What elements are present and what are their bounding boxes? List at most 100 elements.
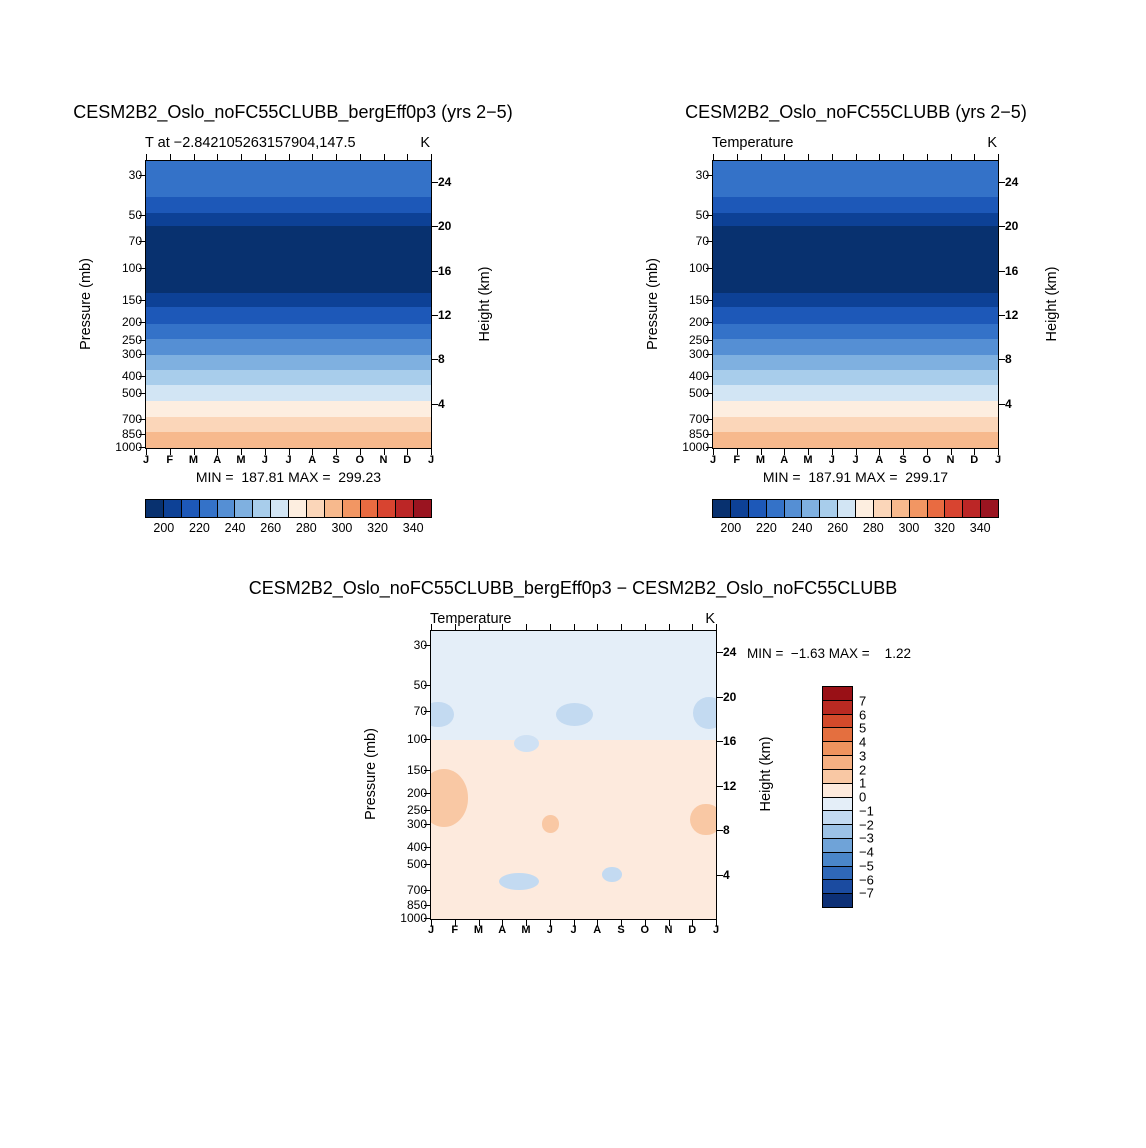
height-axis: 24 20 16 12 8 4 — [723, 630, 763, 920]
panel-title: CESM2B2_Oslo_noFC55CLUBB_bergEff0p3 − CE… — [248, 578, 898, 598]
height-tick-label: 8 — [438, 352, 445, 367]
height-axis-label: Height (km) — [1044, 266, 1060, 342]
colorbar-segment — [359, 500, 378, 517]
pressure-tick-label: 150 — [121, 292, 142, 307]
panel-case1: CESM2B2_Oslo_noFC55CLUBB_bergEff0p3 (yrs… — [0, 100, 586, 560]
colorbar-segment — [288, 500, 306, 517]
height-axis: 24 20 16 12 8 4 — [1005, 160, 1045, 449]
pressure-tick-label: 850 — [406, 898, 427, 913]
colorbar-tick-label: −5 — [859, 858, 874, 874]
pressure-tick-label: 70 — [695, 233, 709, 248]
colorbar-tick-label: 280 — [862, 521, 884, 535]
month-label: O — [922, 454, 932, 466]
colorbar-segment — [823, 741, 852, 756]
contour-band — [146, 292, 431, 308]
colorbar-segment — [234, 500, 253, 517]
colorbar-tick-label: −4 — [859, 844, 874, 860]
height-tick-label: 24 — [1005, 175, 1019, 190]
colorbar-segment — [823, 810, 852, 825]
colorbar-segment — [908, 500, 927, 517]
colorbar-tick-label: 320 — [934, 521, 955, 535]
month-label: J — [261, 454, 268, 466]
contour-band — [713, 338, 998, 356]
contour-band — [713, 355, 998, 370]
colorbar-tick-label: −3 — [859, 830, 874, 846]
units-label: K — [705, 611, 715, 627]
month-label: M — [521, 924, 531, 936]
month-label: J — [142, 454, 150, 466]
colorbar-segment — [837, 500, 855, 517]
colorbar — [145, 499, 432, 518]
month-label: A — [308, 454, 317, 466]
colorbar-tick-label: 0 — [859, 789, 867, 805]
month-label: J — [427, 454, 435, 466]
colorbar-tick-label: 340 — [402, 521, 424, 535]
colorbar-segment — [944, 500, 963, 517]
height-tick-label: 20 — [438, 219, 452, 234]
colorbar-tick-label: 5 — [859, 720, 867, 736]
pressure-tick-label: 200 — [688, 315, 709, 330]
colorbar-segment — [855, 500, 873, 517]
colorbar-segment — [341, 500, 360, 517]
pressure-tick-label: 30 — [128, 168, 142, 183]
month-label: O — [640, 924, 650, 936]
minmax-label: MIN = −1.63 MAX = 1.22 — [747, 646, 911, 661]
colorbar — [712, 499, 999, 518]
contour-band — [713, 416, 998, 432]
month-label: M — [803, 454, 813, 466]
pressure-tick-label: 400 — [406, 839, 427, 854]
colorbar-segment — [823, 755, 852, 769]
contour-band — [713, 385, 998, 402]
minmax-label: MIN = 187.91 MAX = 299.17 — [762, 469, 949, 485]
height-tick-label: 24 — [723, 645, 737, 660]
contour-band — [713, 161, 998, 198]
pressure-tick-label: 70 — [413, 704, 427, 719]
pressure-tick-label: 300 — [121, 346, 142, 361]
contour-band — [713, 292, 998, 308]
pressure-axis: 30 50 70 100 150 200 250 300 400 500 700 850 1000 — [379, 630, 427, 925]
month-label: D — [403, 454, 412, 466]
colorbar-segment — [252, 500, 271, 517]
colorbar-segment — [713, 500, 730, 517]
month-label: J — [546, 924, 553, 936]
colorbar-segment — [962, 500, 981, 517]
pressure-tick-label: 50 — [695, 207, 709, 222]
height-axis-label: Height (km) — [477, 266, 493, 342]
pressure-tick-label: 700 — [121, 412, 142, 427]
pressure-tick-label: 100 — [688, 261, 709, 276]
contour-blob — [431, 701, 454, 728]
month-label: J — [712, 924, 720, 936]
colorbar-tick-label: 260 — [260, 521, 282, 535]
contour-blob — [431, 769, 469, 827]
contour-band — [713, 401, 998, 417]
colorbar-segment — [823, 727, 852, 742]
colorbar-segment — [413, 500, 431, 517]
colorbar-tick-label: −6 — [859, 872, 874, 887]
month-label: D — [688, 924, 697, 936]
difference-colorbar-labels: 7 6 5 4 3 2 1 0 −1 −2 −3 −4 −5 −6 −7 — [859, 686, 893, 906]
colorbar-segment — [823, 713, 852, 728]
colorbar-tick-label: 300 — [898, 521, 920, 535]
contour-band — [146, 161, 431, 198]
pressure-tick-label: 30 — [413, 638, 427, 653]
month-label: A — [780, 454, 789, 466]
contour-band — [146, 369, 431, 386]
colorbar-segment — [823, 879, 852, 894]
height-tick-label: 4 — [723, 867, 730, 882]
contour-band — [713, 431, 998, 448]
pressure-tick-label: 700 — [406, 883, 427, 898]
colorbar-segment — [823, 699, 852, 714]
pressure-tick-label: 50 — [413, 677, 427, 692]
colorbar-segment — [872, 500, 891, 517]
pressure-axis-label: Pressure (mb) — [363, 728, 379, 820]
height-tick-label: 4 — [1005, 396, 1012, 411]
month-label: N — [664, 924, 673, 936]
month-label: O — [355, 454, 365, 466]
month-label: A — [875, 454, 884, 466]
panel-subtitle: Temperature — [430, 611, 512, 627]
colorbar-segment — [377, 500, 396, 517]
pressure-tick-label: 30 — [695, 168, 709, 183]
contour-band — [146, 197, 431, 214]
pressure-tick-label: 850 — [688, 427, 709, 442]
